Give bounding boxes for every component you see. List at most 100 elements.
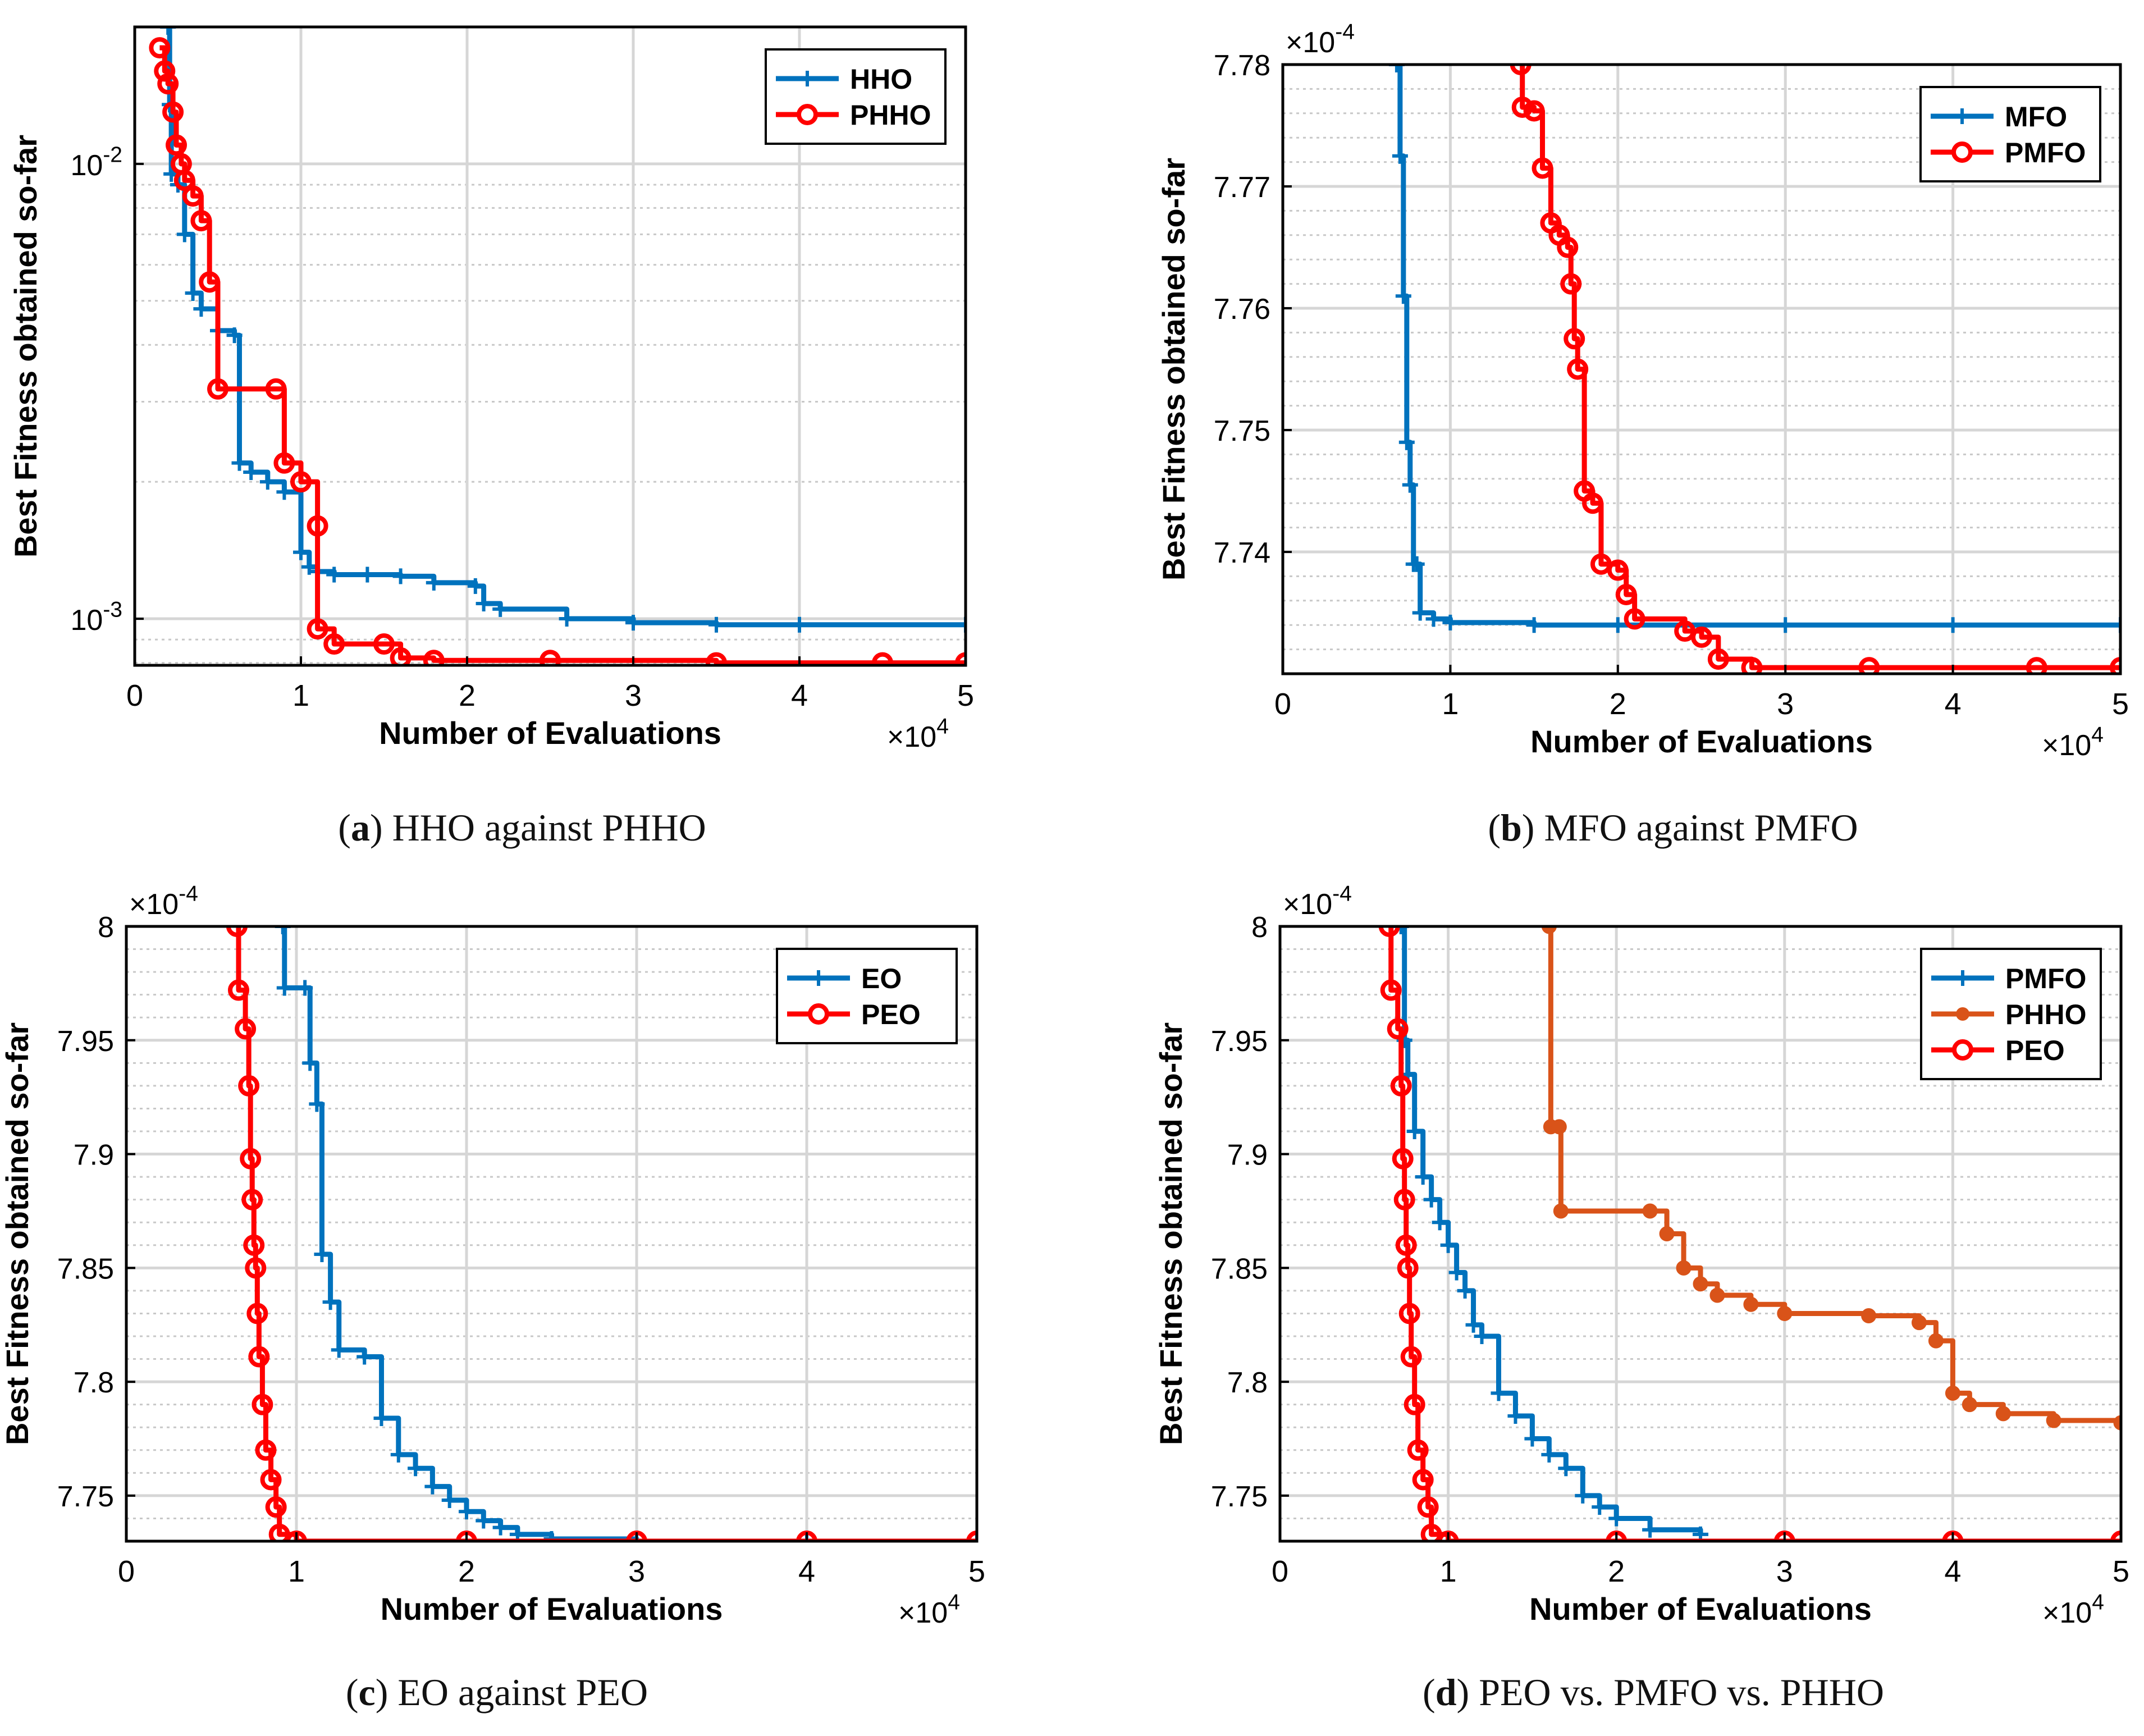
x-tick-label: 4 (1944, 1555, 1961, 1588)
x-tick-label: 0 (126, 679, 143, 712)
legend-label-pmfo: PMFO (2005, 137, 2086, 168)
x-tick-label: 4 (1945, 687, 1962, 721)
x-tick-label: 5 (957, 679, 974, 712)
data-point-pmfo (1440, 1237, 1456, 1253)
ticks: 0 1 2 3 4 5 7.74 7.75 7.76 7.77 7.78 (1214, 49, 2129, 721)
data-point-peo (227, 979, 249, 1001)
y-tick-label: 7.75 (1214, 415, 1270, 447)
data-point-pmfo (1642, 1522, 1658, 1538)
x-tick-label: 5 (2113, 1555, 2129, 1588)
data-point-hho (226, 327, 243, 344)
data-point-hho (792, 616, 807, 633)
x-tick-label: 3 (1777, 687, 1794, 721)
series-line-peo (1388, 926, 2121, 1541)
data-point-eo (390, 1446, 406, 1463)
data-point-phho (1642, 1203, 1658, 1219)
y-tick-label: 10-3 (70, 598, 122, 637)
series-group (1388, 65, 2120, 674)
data-point-phho (207, 378, 228, 400)
x-tick-label: 2 (1610, 687, 1626, 721)
x-tick-label: 4 (791, 679, 808, 712)
chart-d: 0 1 2 3 4 5 7.75 7.8 7.85 7.9 7.95 8 ×104 ×10-4 Number… (1153, 882, 2129, 1629)
data-point-eo (441, 1492, 458, 1508)
legend-marker (1956, 1007, 1969, 1021)
data-point-phho (307, 515, 328, 537)
data-point-phho (265, 378, 287, 400)
data-point-pmfo (1511, 96, 1533, 118)
data-point-hho (625, 615, 641, 631)
data-point-peo (235, 1018, 257, 1040)
legend: MFO PMFO (1919, 86, 2101, 182)
data-point-phho (162, 101, 184, 123)
data-point-eo (314, 1246, 330, 1262)
data-point-pmfo (1707, 648, 1729, 670)
x-axis-label: Number of Evaluations (1530, 724, 1873, 759)
data-point-eo (322, 1294, 339, 1310)
data-point-eo (331, 1342, 347, 1358)
data-point-mfo (1610, 617, 1626, 633)
data-point-peo (260, 1469, 282, 1491)
series-line-phho (159, 45, 966, 665)
data-point-peo (226, 926, 248, 937)
y-axis-label: Best Fitness obtained so-far (0, 1022, 35, 1445)
data-point-pmfo (2026, 657, 2047, 674)
x-tick-label: 1 (1440, 1555, 1457, 1588)
x-axis-label: Number of Evaluations (379, 715, 721, 751)
chart-c: 0 1 2 3 4 5 7.75 7.8 7.85 7.9 7.95 8 ×104 ×10-4 Number… (0, 882, 985, 1629)
axes-box (1278, 925, 2123, 1543)
data-point-pmfo (1510, 65, 1532, 75)
data-point-pmfo (1541, 1446, 1557, 1463)
data-point-phho (2113, 1415, 2121, 1431)
data-point-peo (243, 1234, 265, 1256)
data-point-hho (492, 601, 509, 617)
data-point-phho (1743, 1296, 1759, 1312)
data-point-mfo (1412, 605, 1428, 621)
data-point-peo (245, 1257, 267, 1279)
y-axis-label: Best Fitness obtained so-far (8, 135, 43, 558)
x-axis-label: Number of Evaluations (1529, 1591, 1872, 1627)
data-point-phho (1676, 1260, 1692, 1276)
data-point-pmfo (1423, 1191, 1439, 1208)
y-tick-label: 7.78 (1214, 49, 1270, 82)
data-point-peo (1392, 1148, 1414, 1169)
data-point-pmfo (1564, 328, 1585, 350)
legend: HHO PHHO (765, 48, 947, 145)
y-tick-label: 7.9 (74, 1139, 114, 1172)
data-point-phho (1659, 1226, 1675, 1241)
data-point-eo (459, 1504, 474, 1520)
x-tick-label: 5 (2112, 687, 2129, 721)
data-point-phho (423, 650, 445, 665)
y-tick-label: 8 (1251, 911, 1268, 944)
data-point-hho (231, 455, 248, 471)
data-point-eo (356, 1349, 373, 1365)
data-point-pmfo (1624, 608, 1645, 630)
data-point-phho (1861, 1308, 1877, 1323)
data-point-eo (424, 1478, 441, 1495)
data-point-mfo (2113, 617, 2120, 633)
data-point-peo (1404, 1394, 1425, 1415)
ticks: 0 1 2 3 4 5 7.75 7.8 7.85 7.9 7.95 8 (57, 911, 985, 1588)
data-point-pmfo (1415, 1169, 1431, 1185)
data-point-hho (185, 285, 201, 301)
data-point-pmfo (1393, 926, 1409, 934)
x-tick-label: 1 (288, 1555, 305, 1588)
y-tick-label: 7.8 (74, 1367, 114, 1399)
data-point-mfo (1402, 477, 1418, 493)
data-point-phho (1911, 1315, 1927, 1331)
x-tick-label: 2 (1608, 1555, 1625, 1588)
data-point-pmfo (1608, 1510, 1625, 1527)
data-point-pmfo (1741, 657, 1763, 674)
data-point-peo (268, 1523, 290, 1541)
data-point-pmfo (1691, 626, 1712, 648)
data-point-phho (1777, 1305, 1793, 1321)
data-point-phho (1693, 1276, 1708, 1292)
data-point-peo (1400, 1346, 1422, 1368)
data-point-mfo (1388, 65, 1405, 72)
y-axis-label: Best Fitness obtained so-far (1153, 1022, 1188, 1445)
axes-box (133, 25, 967, 667)
data-point-phho (540, 650, 561, 665)
x-tick-label: 0 (118, 1555, 135, 1588)
y-tick-label: 7.85 (1211, 1253, 1268, 1285)
y-exponent-label: ×10-4 (1283, 882, 1352, 921)
